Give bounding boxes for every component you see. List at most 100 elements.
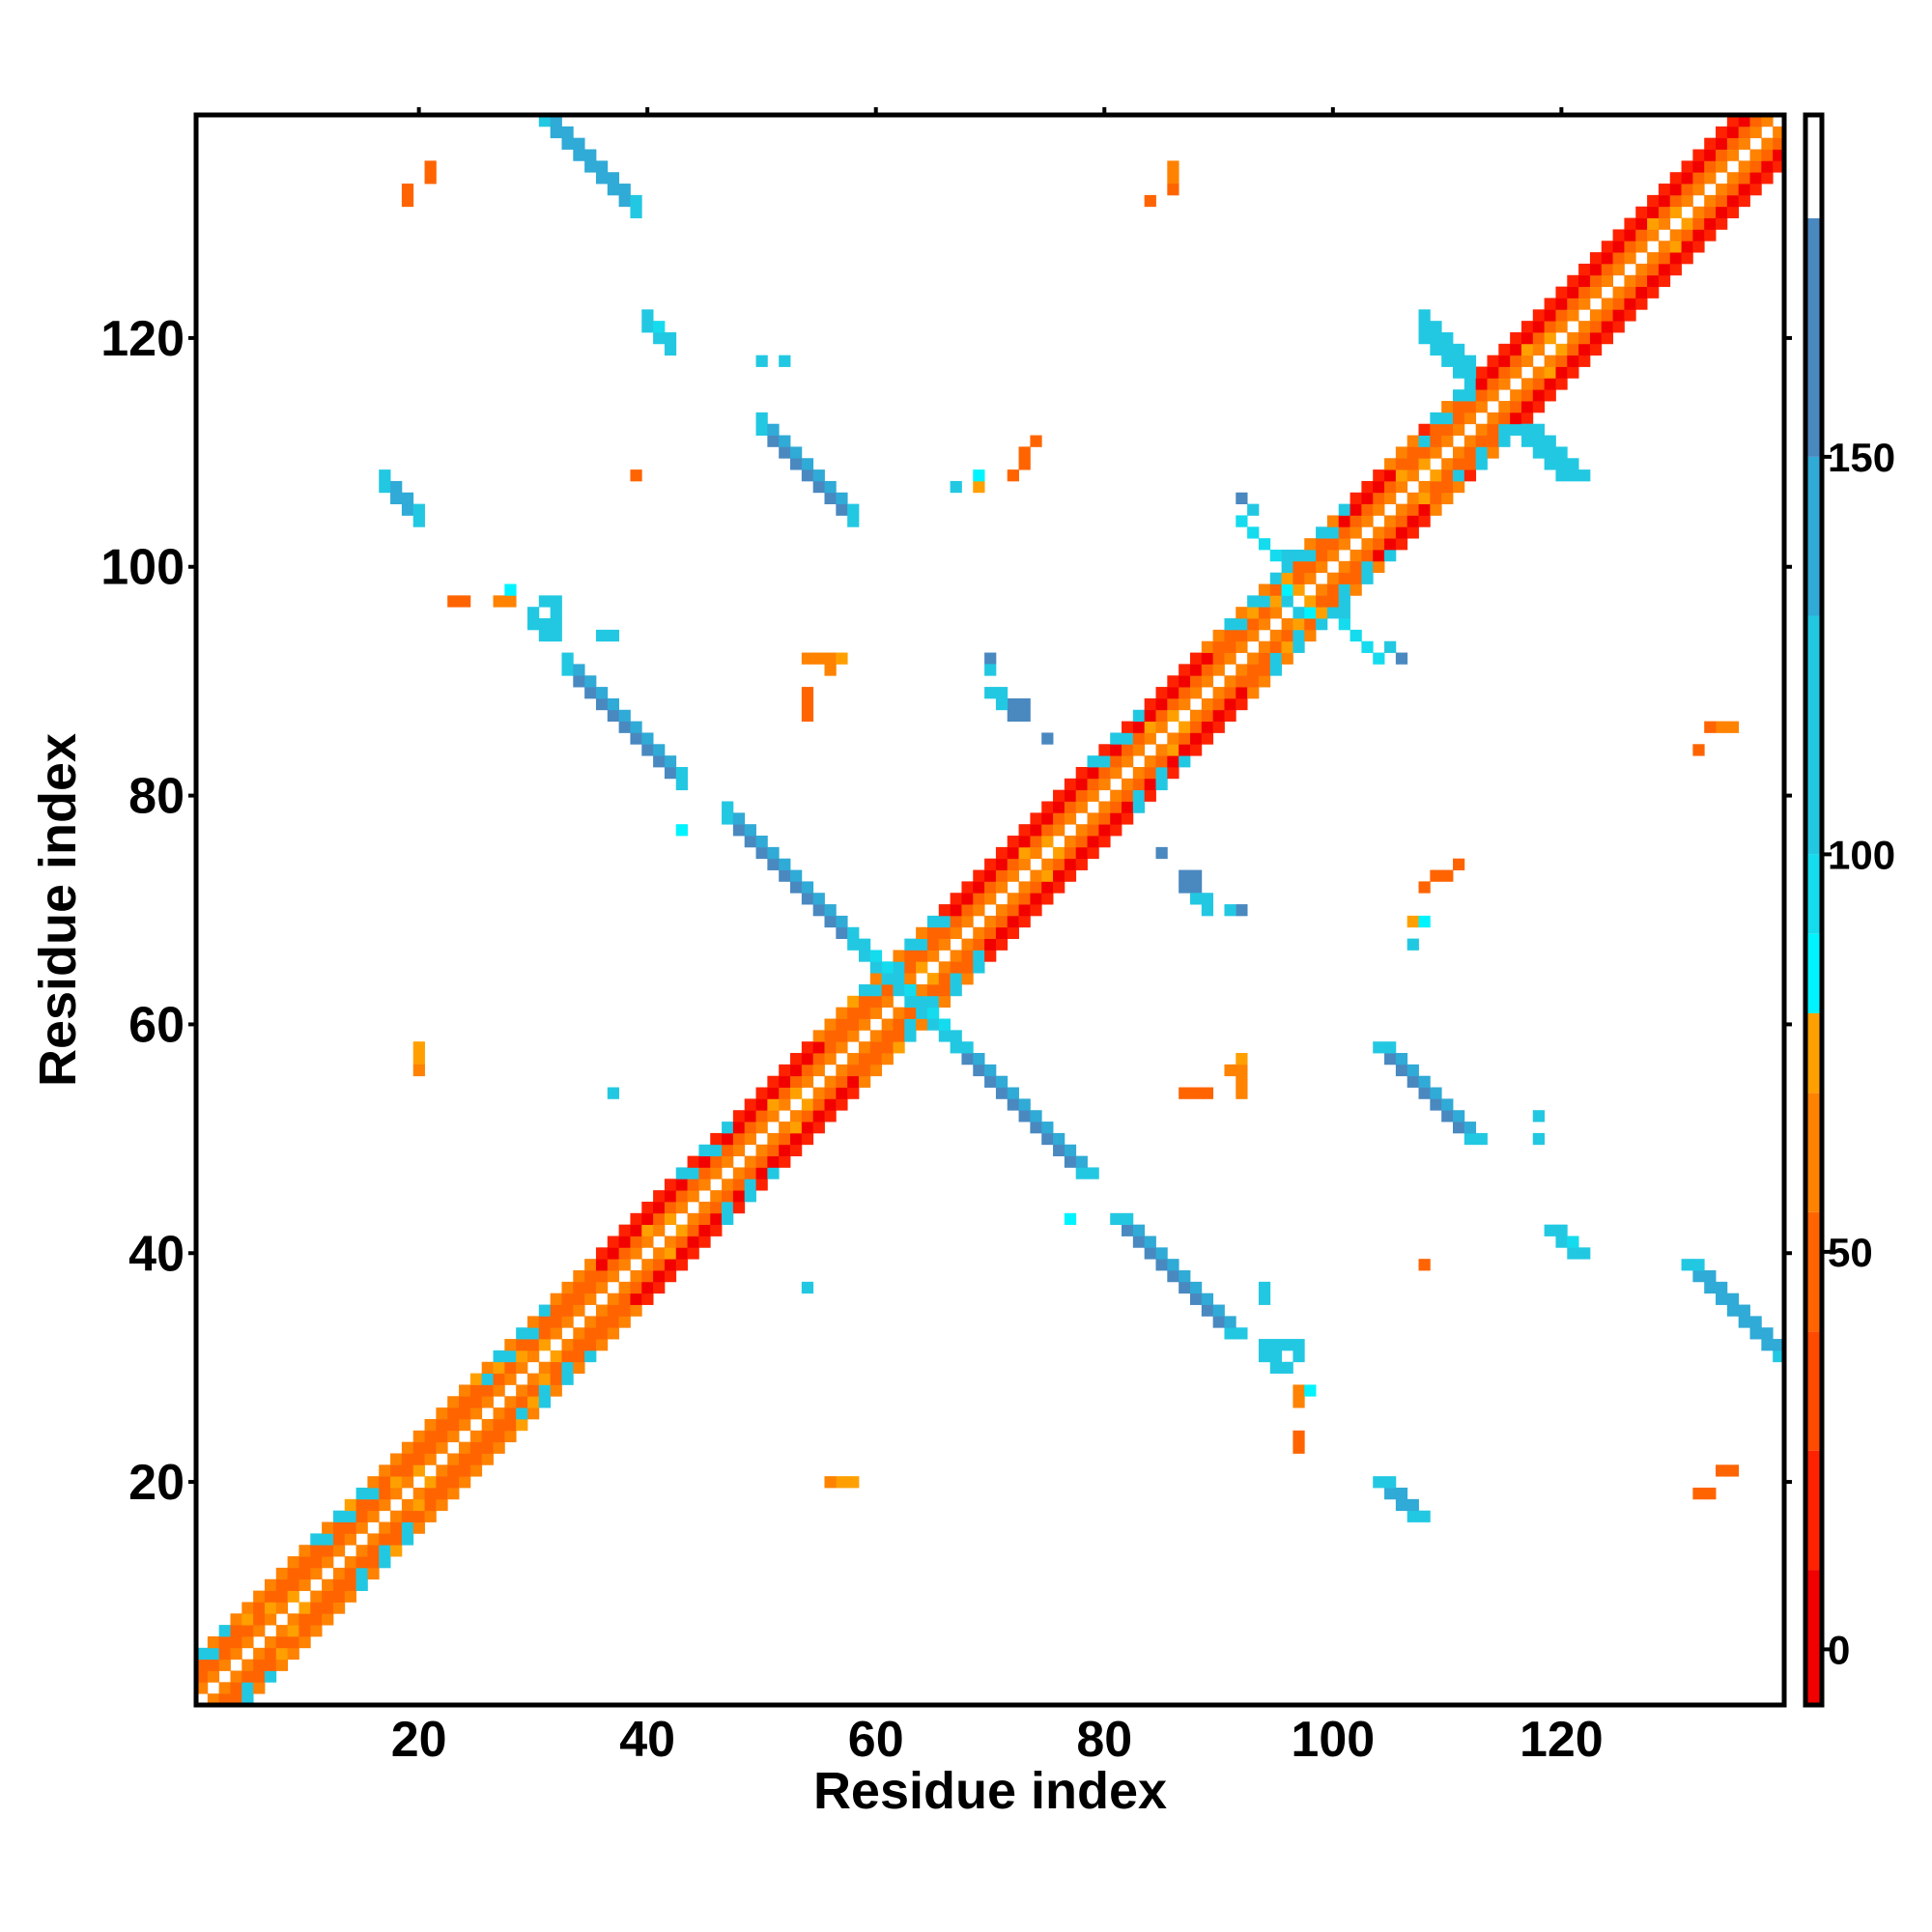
heatmap-cell xyxy=(1681,160,1693,173)
heatmap-cell xyxy=(1635,217,1648,230)
heatmap-cell xyxy=(904,938,917,951)
heatmap-cell xyxy=(401,194,414,208)
heatmap-cell xyxy=(1384,469,1397,482)
heatmap-cell xyxy=(1704,721,1717,733)
heatmap-cell xyxy=(584,1316,597,1328)
heatmap-cell xyxy=(916,938,928,951)
heatmap-cell xyxy=(1098,766,1111,780)
heatmap-cell xyxy=(687,1167,699,1179)
heatmap-cell xyxy=(1258,664,1271,676)
heatmap-cell xyxy=(447,1418,460,1432)
heatmap-cell xyxy=(481,1430,494,1443)
heatmap-cell xyxy=(1681,172,1693,185)
heatmap-cell xyxy=(1361,492,1374,505)
heatmap-cell xyxy=(1167,687,1179,699)
heatmap-cell xyxy=(1441,469,1454,482)
heatmap-cell xyxy=(1624,229,1636,242)
heatmap-cell xyxy=(675,766,688,780)
heatmap-cell xyxy=(275,1625,289,1637)
heatmap-cell xyxy=(538,1327,552,1340)
heatmap-cell xyxy=(687,1212,699,1226)
heatmap-cell xyxy=(1761,115,1774,128)
heatmap-cell xyxy=(379,1533,391,1546)
heatmap-cell xyxy=(767,1075,780,1088)
heatmap-cell xyxy=(1201,664,1214,676)
heatmap-cell xyxy=(1224,618,1236,631)
heatmap-cell xyxy=(641,321,654,333)
heatmap-cell xyxy=(1601,241,1613,253)
heatmap-cell xyxy=(207,1670,220,1683)
heatmap-cell xyxy=(412,1498,425,1512)
heatmap-cell xyxy=(1430,492,1442,505)
heatmap-cell xyxy=(332,1602,346,1614)
heatmap-cell xyxy=(824,1053,837,1065)
heatmap-cell xyxy=(687,1190,699,1203)
heatmap-cell xyxy=(561,1281,574,1294)
heatmap-cell xyxy=(595,160,609,173)
heatmap-cell xyxy=(755,1122,768,1134)
heatmap-cell xyxy=(1087,1167,1099,1179)
heatmap-cell xyxy=(481,1453,494,1465)
heatmap-cell xyxy=(436,1407,448,1420)
heatmap-cell xyxy=(881,1018,894,1031)
heatmap-cell xyxy=(1453,343,1465,356)
heatmap-cell xyxy=(755,1144,768,1156)
heatmap-cell xyxy=(1441,1110,1454,1122)
heatmap-cell xyxy=(538,1361,552,1374)
heatmap-cell xyxy=(493,1384,505,1397)
colorbar-bin xyxy=(1807,933,1820,1013)
heatmap-cell xyxy=(1589,343,1603,356)
heatmap-cell xyxy=(1612,263,1625,276)
heatmap-cell xyxy=(1738,172,1750,185)
heatmap-cell xyxy=(1749,172,1762,185)
heatmap-cell xyxy=(401,1464,414,1477)
heatmap-cell xyxy=(1704,149,1717,161)
heatmap-cell xyxy=(1738,126,1750,139)
heatmap-cell xyxy=(526,1373,540,1385)
heatmap-cell xyxy=(1761,160,1774,173)
heatmap-cell xyxy=(1269,652,1282,665)
heatmap-cell xyxy=(1384,538,1397,551)
heatmap-cell xyxy=(824,1075,837,1088)
heatmap-cell xyxy=(287,1567,299,1580)
axes: 20 40 60 80 100 120 20 40 60 80 100 120 xyxy=(100,107,1792,1768)
heatmap-cell xyxy=(1030,435,1042,447)
heatmap-cell xyxy=(493,1350,505,1363)
heatmap-cell xyxy=(1018,446,1031,459)
heatmap-cell xyxy=(538,1384,552,1397)
heatmap-cell xyxy=(1247,503,1260,516)
heatmap-cell xyxy=(1418,480,1431,494)
heatmap-cell xyxy=(1212,652,1225,665)
heatmap-cell xyxy=(1532,1110,1546,1122)
heatmap-cell xyxy=(779,1075,791,1088)
heatmap-cell xyxy=(526,1384,540,1397)
heatmap-cell xyxy=(242,1602,254,1614)
heatmap-cell xyxy=(298,1567,311,1580)
heatmap-cell xyxy=(595,1259,609,1271)
heatmap-cell xyxy=(584,1293,597,1305)
heatmap-cell xyxy=(1384,480,1397,494)
heatmap-cell xyxy=(767,1155,780,1168)
heatmap-cell xyxy=(1338,503,1350,516)
heatmap-cell xyxy=(1418,503,1431,516)
heatmap-cell xyxy=(1601,309,1613,322)
heatmap-cell xyxy=(1475,458,1488,470)
heatmap-cell xyxy=(812,652,825,665)
heatmap-cell xyxy=(1293,560,1305,574)
heatmap-cell xyxy=(1132,778,1146,791)
heatmap-cell xyxy=(526,607,540,619)
heatmap-cell xyxy=(1030,1122,1042,1134)
heatmap-cell xyxy=(253,1647,266,1661)
heatmap-cell xyxy=(904,1018,917,1031)
heatmap-cell xyxy=(1236,1053,1248,1065)
heatmap-cell xyxy=(630,206,642,218)
heatmap-cell xyxy=(1773,137,1785,150)
heatmap-cell xyxy=(1441,458,1454,470)
heatmap-cell xyxy=(1510,343,1522,356)
heatmap-cell xyxy=(459,1384,471,1397)
heatmap-cell xyxy=(973,469,985,482)
heatmap-cell xyxy=(469,1441,483,1454)
heatmap-cell xyxy=(1064,1144,1077,1156)
heatmap-cell xyxy=(1338,526,1350,539)
heatmap-cell xyxy=(1064,801,1077,813)
